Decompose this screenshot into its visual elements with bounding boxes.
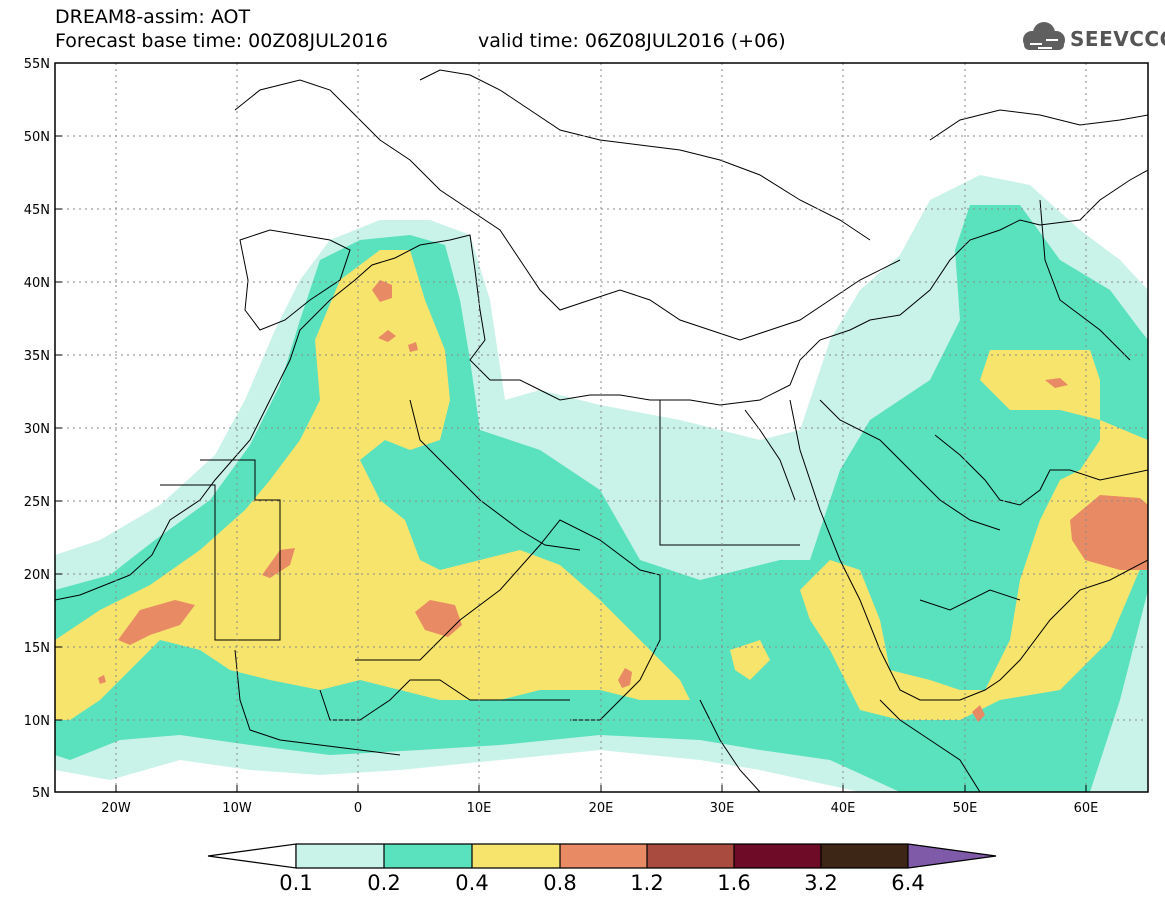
colorbar-swatch	[821, 844, 908, 868]
colorbar-label: 1.2	[630, 871, 664, 895]
lat-label: 40N	[24, 276, 50, 291]
valid-time: valid time: 06Z08JUL2016 (+06)	[478, 30, 786, 52]
lat-label: 55N	[24, 57, 50, 72]
aot-field-0.4	[55, 250, 1148, 720]
colorbar-label: 3.2	[804, 871, 838, 895]
colorbar-swatch	[472, 844, 560, 868]
coastlines	[55, 69, 1148, 792]
colorbar-label: 0.1	[279, 871, 313, 895]
colorbar	[207, 843, 997, 869]
colorbar-label: 0.8	[543, 871, 577, 895]
lon-label: 10W	[222, 801, 252, 816]
lat-label: 35N	[24, 349, 50, 364]
colorbar-label: 6.4	[891, 871, 925, 895]
graticule	[55, 63, 1148, 792]
lat-label: 25N	[24, 495, 50, 510]
lat-label: 20N	[24, 568, 50, 583]
colorbar-swatch	[734, 844, 821, 868]
colorbar-label: 0.4	[455, 871, 489, 895]
lon-label: 20W	[101, 801, 131, 816]
colorbar-label: 1.6	[717, 871, 751, 895]
cloud-icon	[1023, 22, 1065, 50]
lat-label: 10N	[24, 714, 50, 729]
map-title: DREAM8-assim: AOT	[55, 6, 251, 28]
lon-label: 60E	[1074, 801, 1099, 816]
lon-label: 40E	[831, 801, 856, 816]
lat-label: 5N	[32, 786, 50, 801]
colorbar-swatch	[384, 844, 472, 868]
forecast-base-time: Forecast base time: 00Z08JUL2016	[55, 30, 388, 52]
axis-ticks	[55, 135, 1087, 792]
lon-label: 20E	[589, 801, 614, 816]
lat-label: 15N	[24, 641, 50, 656]
lon-label: 30E	[710, 801, 735, 816]
aot-field-0.8	[98, 280, 1148, 722]
colorbar-label: 0.2	[367, 871, 401, 895]
colorbar-swatch	[296, 844, 384, 868]
colorbar-swatch	[560, 844, 647, 868]
colorbar-low-arrow	[207, 843, 297, 869]
lat-label: 45N	[24, 203, 50, 218]
logo-text: SEEVCCC	[1070, 27, 1165, 51]
lat-label: 30N	[24, 422, 50, 437]
colorbar-swatch	[647, 844, 734, 868]
lon-label: 0	[354, 801, 362, 816]
colorbar-high-arrow	[908, 844, 996, 868]
lat-label: 50N	[24, 130, 50, 145]
lon-label: 50E	[953, 801, 978, 816]
lon-label: 10E	[467, 801, 492, 816]
